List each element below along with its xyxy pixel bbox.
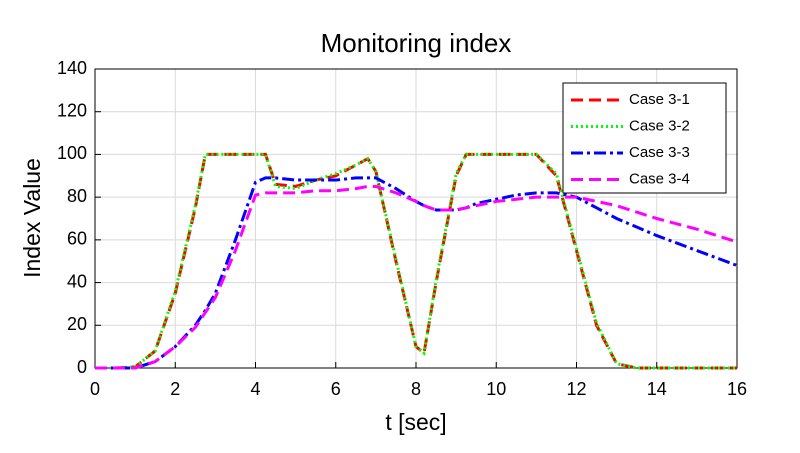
y-tick-label: 0	[77, 357, 87, 377]
x-tick-label: 8	[411, 379, 421, 399]
series-line	[95, 184, 738, 370]
y-tick-label: 60	[67, 229, 87, 249]
legend-label: Case 3-4	[629, 170, 690, 187]
series-line	[95, 152, 737, 370]
x-tick-label: 0	[90, 379, 100, 399]
x-tick-label: 6	[331, 379, 341, 399]
plot-frame	[94, 68, 738, 369]
y-tick-label: 40	[67, 271, 87, 291]
y-axis-label: Index Value	[19, 158, 45, 278]
x-tick-label: 14	[647, 379, 667, 399]
y-tick-label: 80	[67, 186, 87, 206]
y-tick-label: 20	[67, 314, 87, 334]
y-tick-label: 140	[57, 58, 87, 78]
x-tick-label: 4	[250, 379, 260, 399]
x-tick-label: 12	[566, 379, 586, 399]
x-tick-label: 16	[727, 379, 747, 399]
legend-label: Case 3-2	[629, 117, 690, 134]
y-tick-label: 120	[57, 100, 87, 120]
chart-title: Monitoring index	[321, 28, 512, 58]
series-line	[95, 176, 738, 370]
legend-label: Case 3-1	[629, 91, 690, 108]
x-axis-label: t [sec]	[385, 409, 446, 435]
legend-label: Case 3-3	[629, 144, 690, 161]
series-line	[95, 152, 737, 370]
y-tick-label: 100	[57, 143, 87, 163]
x-tick-label: 2	[170, 379, 180, 399]
x-tick-label: 10	[486, 379, 506, 399]
